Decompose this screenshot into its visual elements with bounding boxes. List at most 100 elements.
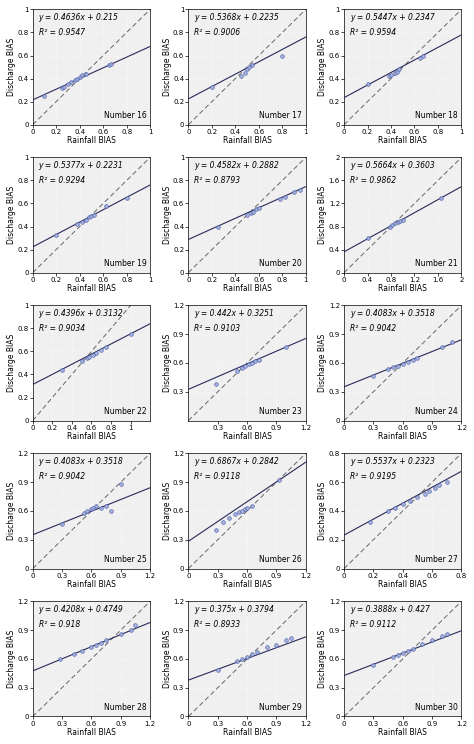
Point bbox=[243, 651, 251, 663]
Point bbox=[226, 512, 233, 524]
X-axis label: Rainfall BIAS: Rainfall BIAS bbox=[378, 136, 427, 145]
Point bbox=[276, 193, 284, 205]
Point bbox=[241, 503, 249, 515]
Point bbox=[102, 500, 110, 512]
Text: Number 24: Number 24 bbox=[415, 407, 458, 416]
Point bbox=[73, 218, 81, 230]
Point bbox=[238, 505, 246, 517]
Point bbox=[41, 90, 48, 102]
Point bbox=[409, 644, 416, 655]
Point bbox=[404, 645, 411, 657]
Text: y = 0.3888x + 0.427: y = 0.3888x + 0.427 bbox=[350, 605, 430, 614]
Point bbox=[409, 354, 416, 366]
Point bbox=[384, 363, 392, 375]
Point bbox=[394, 216, 402, 228]
Point bbox=[212, 525, 219, 536]
Point bbox=[238, 653, 246, 665]
Point bbox=[364, 232, 371, 244]
X-axis label: Rainfall BIAS: Rainfall BIAS bbox=[223, 284, 272, 293]
Point bbox=[243, 502, 251, 514]
Point bbox=[388, 219, 396, 231]
Point bbox=[438, 341, 446, 353]
Text: y = 0.5368x + 0.2235: y = 0.5368x + 0.2235 bbox=[194, 13, 279, 22]
Point bbox=[80, 507, 87, 519]
X-axis label: Rainfall BIAS: Rainfall BIAS bbox=[223, 728, 272, 737]
Point bbox=[243, 209, 251, 221]
Text: y = 0.5377x + 0.2231: y = 0.5377x + 0.2231 bbox=[38, 161, 123, 170]
Point bbox=[132, 619, 139, 631]
Text: y = 0.6867x + 0.2842: y = 0.6867x + 0.2842 bbox=[194, 457, 279, 466]
Point bbox=[123, 192, 130, 204]
Point bbox=[389, 361, 397, 373]
Point bbox=[241, 360, 249, 372]
Text: Number 16: Number 16 bbox=[104, 111, 146, 120]
Text: y = 0.442x + 0.3251: y = 0.442x + 0.3251 bbox=[194, 309, 274, 318]
Point bbox=[58, 364, 66, 376]
Point bbox=[248, 357, 256, 369]
Point bbox=[236, 506, 243, 518]
Text: R² = 0.9195: R² = 0.9195 bbox=[350, 472, 396, 481]
Text: R² = 0.9862: R² = 0.9862 bbox=[350, 176, 396, 185]
Point bbox=[399, 358, 407, 370]
Point bbox=[58, 82, 66, 94]
Point bbox=[78, 69, 86, 81]
Text: R² = 0.9042: R² = 0.9042 bbox=[38, 472, 85, 481]
X-axis label: Rainfall BIAS: Rainfall BIAS bbox=[378, 580, 427, 589]
Point bbox=[385, 70, 392, 82]
Y-axis label: Discharge BIAS: Discharge BIAS bbox=[7, 334, 16, 392]
Point bbox=[273, 638, 280, 650]
Point bbox=[108, 57, 115, 69]
Point bbox=[82, 68, 90, 80]
Y-axis label: Discharge BIAS: Discharge BIAS bbox=[7, 629, 16, 688]
Text: Number 17: Number 17 bbox=[259, 111, 302, 120]
Point bbox=[82, 214, 90, 225]
Y-axis label: Discharge BIAS: Discharge BIAS bbox=[163, 186, 172, 244]
Text: R² = 0.9006: R² = 0.9006 bbox=[194, 28, 240, 37]
Point bbox=[85, 211, 93, 223]
Text: Number 30: Number 30 bbox=[415, 703, 458, 712]
Point bbox=[73, 73, 81, 85]
Point bbox=[443, 628, 451, 640]
Y-axis label: Discharge BIAS: Discharge BIAS bbox=[318, 334, 327, 392]
Y-axis label: Discharge BIAS: Discharge BIAS bbox=[318, 482, 327, 540]
Point bbox=[414, 490, 421, 502]
Point bbox=[88, 503, 95, 515]
Text: y = 0.4083x + 0.3518: y = 0.4083x + 0.3518 bbox=[38, 457, 123, 466]
Point bbox=[386, 220, 393, 232]
Point bbox=[263, 641, 271, 653]
X-axis label: Rainfall BIAS: Rainfall BIAS bbox=[378, 284, 427, 293]
Point bbox=[238, 362, 246, 373]
Point bbox=[248, 59, 255, 71]
Y-axis label: Discharge BIAS: Discharge BIAS bbox=[318, 38, 327, 96]
Point bbox=[406, 495, 414, 507]
Text: R² = 0.9594: R² = 0.9594 bbox=[350, 28, 396, 37]
Point bbox=[208, 80, 216, 92]
Point bbox=[248, 648, 256, 660]
Text: y = 0.375x + 0.3794: y = 0.375x + 0.3794 bbox=[194, 605, 274, 614]
Point bbox=[370, 371, 377, 382]
X-axis label: Rainfall BIAS: Rainfall BIAS bbox=[67, 580, 116, 589]
Point bbox=[102, 634, 110, 646]
Y-axis label: Discharge BIAS: Discharge BIAS bbox=[163, 38, 172, 96]
Text: R² = 0.8793: R² = 0.8793 bbox=[194, 176, 240, 185]
Point bbox=[253, 203, 260, 215]
Point bbox=[212, 378, 219, 390]
Point bbox=[232, 508, 239, 520]
Point bbox=[404, 356, 411, 368]
Point bbox=[102, 341, 110, 353]
Point bbox=[414, 352, 421, 364]
Y-axis label: Discharge BIAS: Discharge BIAS bbox=[163, 482, 172, 540]
Text: y = 0.4582x + 0.2882: y = 0.4582x + 0.2882 bbox=[194, 161, 279, 170]
Point bbox=[438, 630, 446, 642]
Point bbox=[281, 190, 289, 202]
Y-axis label: Discharge BIAS: Discharge BIAS bbox=[163, 334, 172, 392]
Y-axis label: Discharge BIAS: Discharge BIAS bbox=[7, 482, 16, 540]
Point bbox=[90, 502, 97, 514]
X-axis label: Rainfall BIAS: Rainfall BIAS bbox=[223, 136, 272, 145]
Point bbox=[117, 628, 125, 640]
Point bbox=[436, 479, 443, 491]
Point bbox=[234, 655, 241, 667]
Text: Number 27: Number 27 bbox=[415, 555, 458, 564]
X-axis label: Rainfall BIAS: Rainfall BIAS bbox=[67, 284, 116, 293]
Point bbox=[117, 478, 125, 490]
